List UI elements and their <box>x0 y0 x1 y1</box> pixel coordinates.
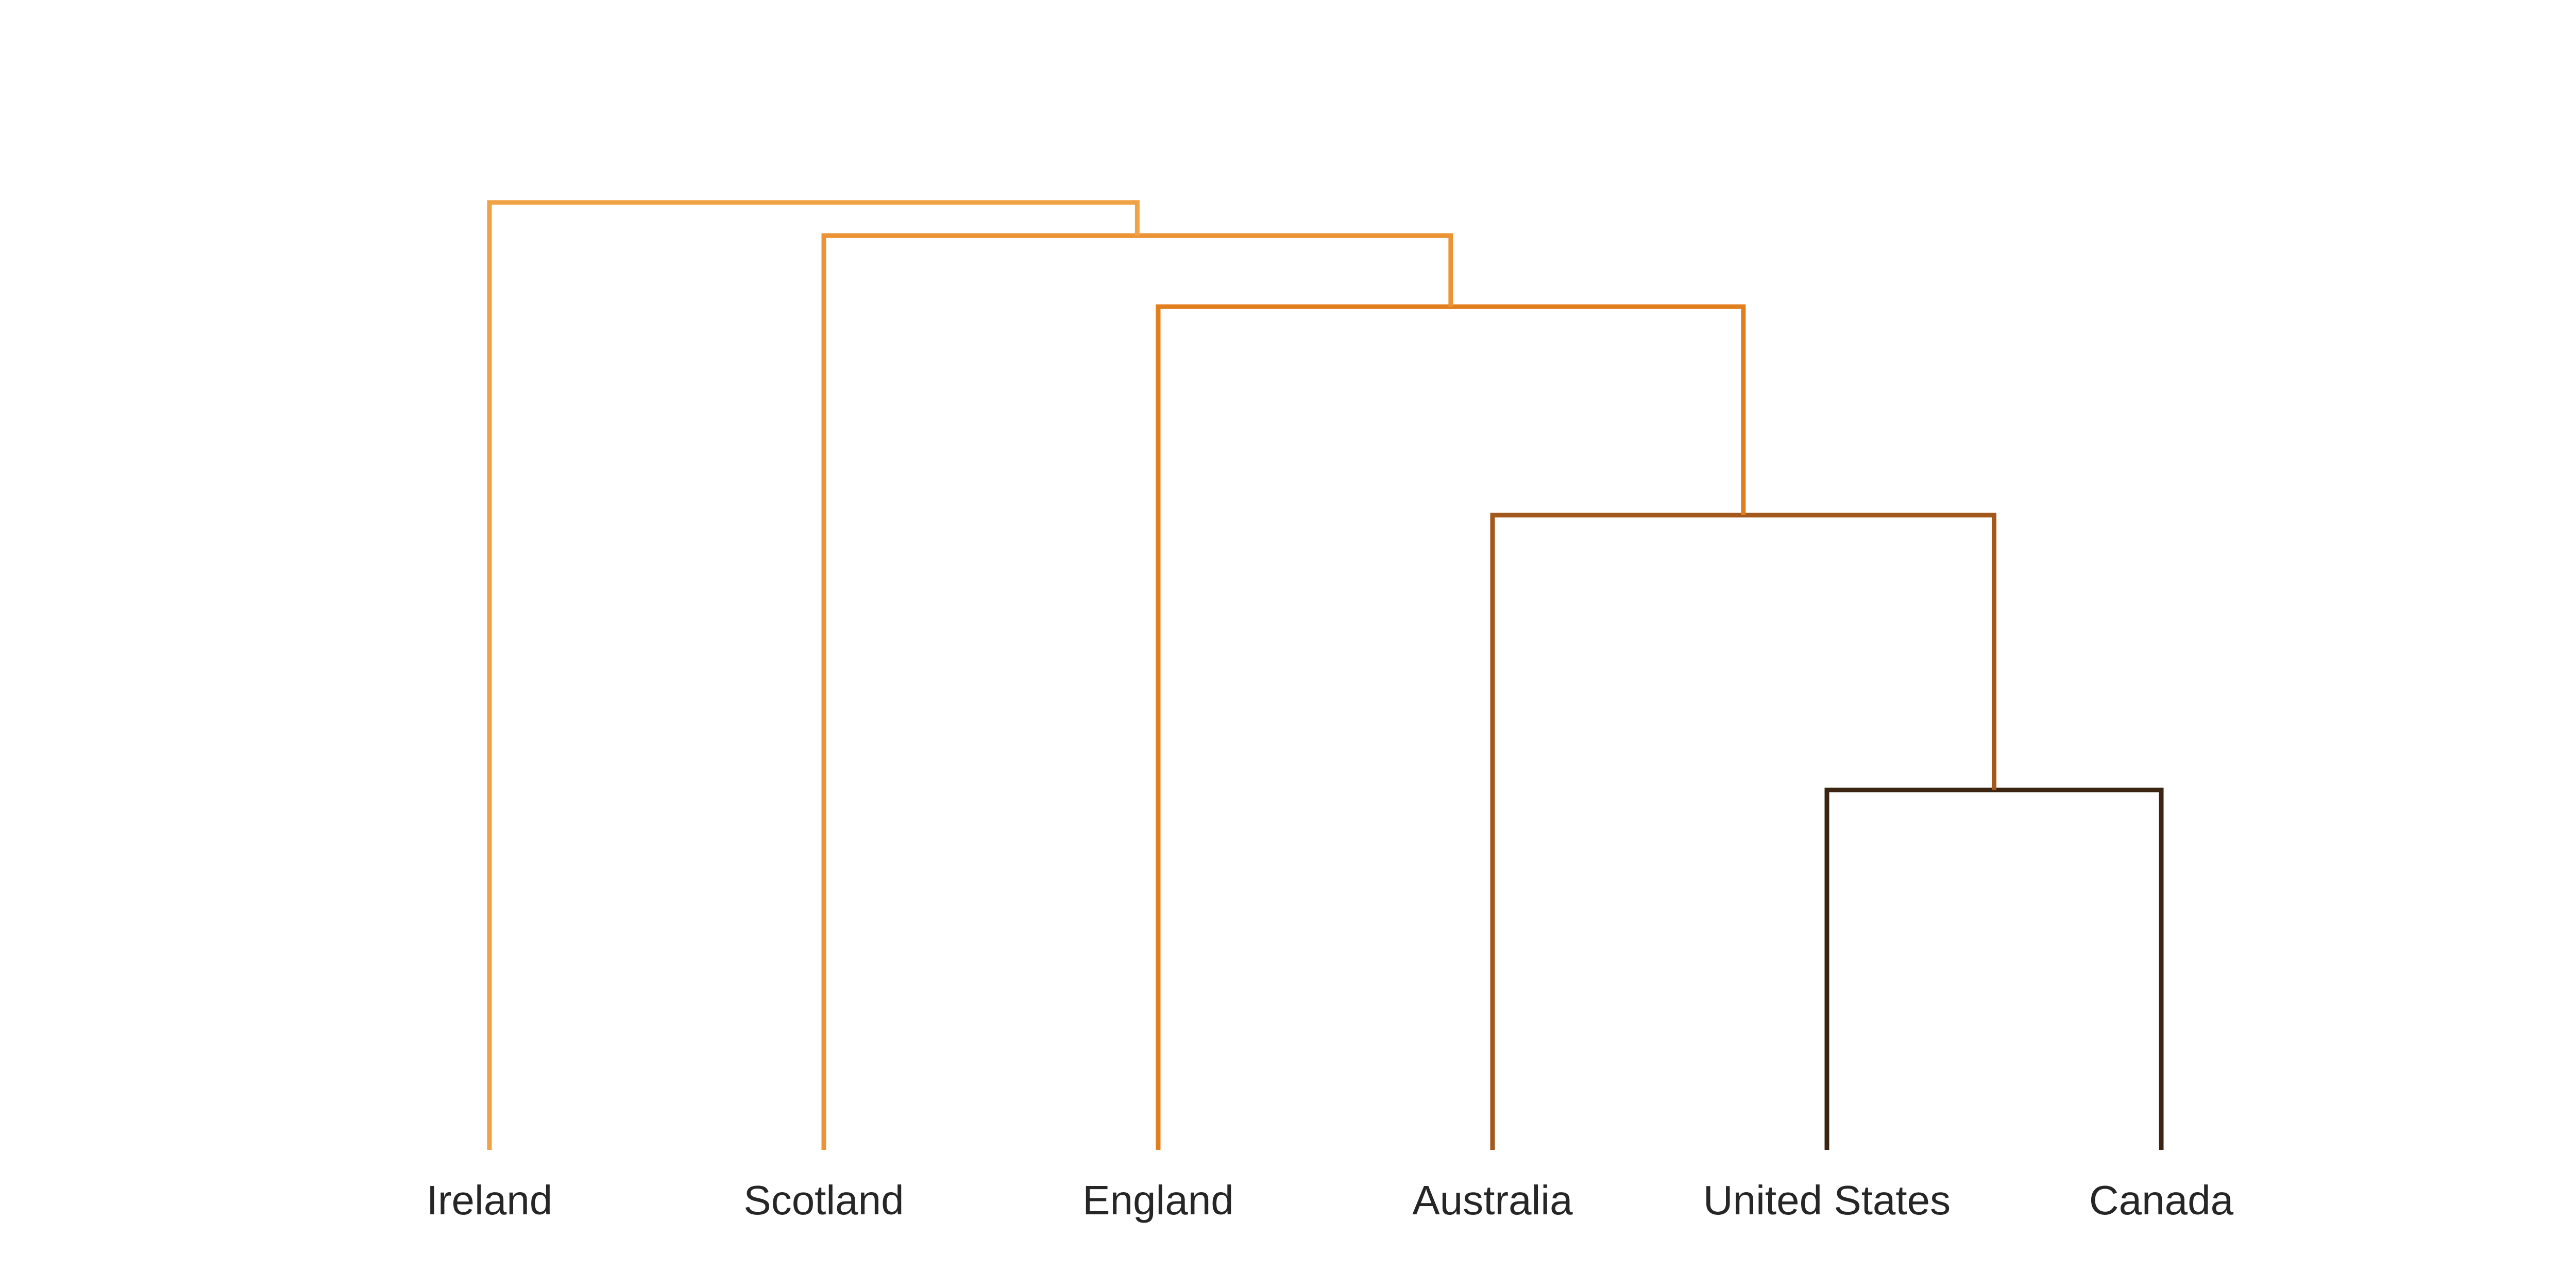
leaf-label-united-states: United States <box>1703 1177 1951 1223</box>
dendrogram-branches <box>487 200 2164 1150</box>
dendrogram-link-2-england <box>1156 304 1746 1150</box>
leaf-label-england: England <box>1082 1177 1234 1223</box>
dendrogram-leaf-labels: Ireland Scotland England Australia Unite… <box>427 1177 2234 1223</box>
leaf-label-scotland: Scotland <box>743 1177 904 1223</box>
leaf-label-australia: Australia <box>1412 1177 1573 1223</box>
dendrogram-link-0-united-states <box>1824 787 2164 1150</box>
dendrogram-link-4-ireland <box>487 200 1140 1150</box>
dendrogram-link-1-australia <box>1490 513 1996 1150</box>
leaf-label-ireland: Ireland <box>427 1177 553 1223</box>
dendrogram-link-3-scotland <box>821 233 1453 1150</box>
leaf-label-canada: Canada <box>2089 1177 2234 1223</box>
